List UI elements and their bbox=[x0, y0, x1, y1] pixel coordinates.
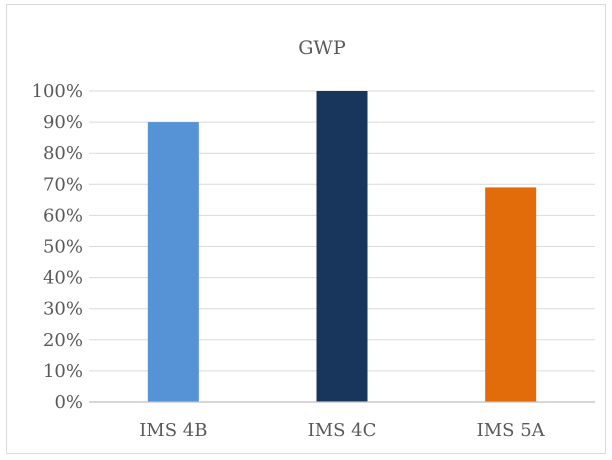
chart-title: GWP bbox=[298, 37, 346, 59]
x-tick-label: IMS 4C bbox=[308, 420, 377, 441]
y-tick-label: 90% bbox=[43, 112, 83, 133]
x-tick-label: IMS 5A bbox=[477, 420, 546, 441]
chart-frame: GWP 0% 10% 20% 30% 40% 50% 60% 70% 80% 90% 100% IM… bbox=[6, 4, 606, 454]
y-tick-label: 40% bbox=[43, 268, 83, 289]
bars bbox=[147, 91, 537, 402]
y-tick-label: 50% bbox=[43, 237, 83, 258]
y-tick-label: 0% bbox=[54, 392, 83, 413]
y-tick-label: 70% bbox=[43, 174, 83, 195]
y-tick-label: 30% bbox=[43, 299, 83, 320]
y-tick-label: 10% bbox=[43, 361, 83, 382]
y-tick-label: 80% bbox=[43, 143, 83, 164]
bar bbox=[147, 122, 199, 402]
y-tick-label: 20% bbox=[43, 330, 83, 351]
bar bbox=[485, 187, 537, 402]
y-tick-label: 100% bbox=[32, 81, 83, 102]
y-axis-ticks: 0% 10% 20% 30% 40% 50% 60% 70% 80% 90% 100% bbox=[32, 81, 83, 413]
x-tick-label: IMS 4B bbox=[139, 420, 207, 441]
x-axis-labels: IMS 4B IMS 4C IMS 5A bbox=[139, 420, 545, 441]
bar-chart: GWP 0% 10% 20% 30% 40% 50% 60% 70% 80% 90% 100% IM… bbox=[32, 37, 595, 441]
bar bbox=[316, 91, 368, 402]
y-tick-label: 60% bbox=[43, 205, 83, 226]
